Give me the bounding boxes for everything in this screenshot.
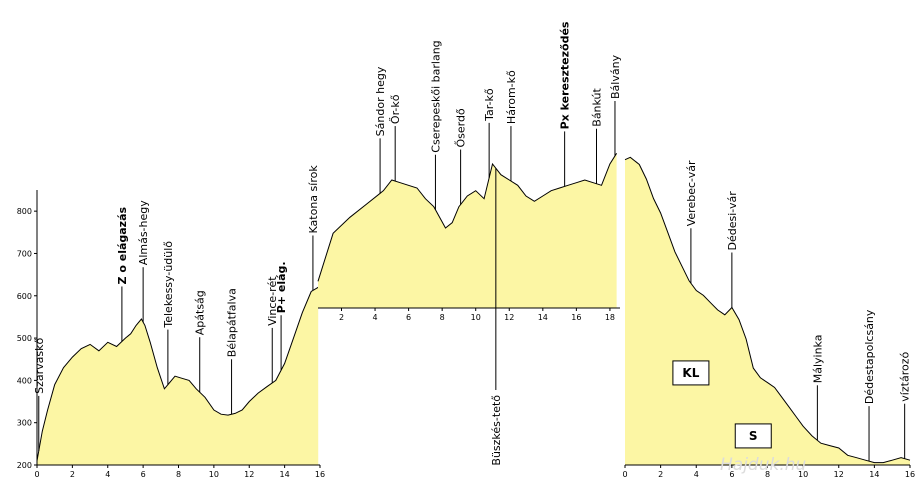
place-label: Vince-rét [266, 276, 279, 326]
x-tick-label: 6 [729, 470, 734, 479]
x-tick-label: 14 [869, 470, 879, 479]
x-tick-label: 14 [280, 470, 290, 479]
x-tick-label: 6 [141, 470, 146, 479]
place-label: Mályinka [811, 335, 824, 384]
x-tick-label: 2 [658, 470, 663, 479]
place-label: Verebec-vár [685, 160, 698, 226]
x-tick-label: 4 [372, 313, 377, 322]
x-tick-label: 10 [798, 470, 808, 479]
watermark: Hajduk.hu [720, 455, 807, 475]
y-tick-label: 300 [17, 419, 32, 428]
x-tick-label: 6 [406, 313, 411, 322]
place-label: Szarvaskő [33, 338, 46, 394]
marker-label: KL [682, 366, 699, 380]
profile-area [37, 287, 319, 465]
place-label: Bélapátfalva [226, 288, 239, 357]
marker-label: S [749, 429, 758, 443]
x-tick-label: 12 [244, 470, 254, 479]
place-label: P+ elág. [275, 261, 288, 313]
profile-segment-3: 0 2 4 6 8 10 12 14 16 Verebec-vár Dédesi-vár Mályin… [622, 156, 915, 479]
x-tick-label: 16 [571, 313, 581, 322]
place-label: Őr-kő [388, 94, 402, 124]
x-tick-label: 2 [70, 470, 75, 479]
x-tick-label: 0 [622, 470, 627, 479]
x-tick-label: 4 [694, 470, 699, 479]
place-label: Z o elágazás [116, 206, 129, 284]
place-label: Telekessy-üdülő [162, 241, 175, 329]
x-tick-label: 8 [765, 470, 770, 479]
profile-line [317, 153, 618, 282]
x-tick-label: 16 [315, 470, 325, 479]
y-tick-label: 400 [17, 376, 32, 385]
x-tick-label: 2 [339, 313, 344, 322]
x-tick-label: 0 [34, 470, 39, 479]
profile-segment-2: 2 4 6 8 10 12 14 16 18 Sándor hegy Őr-kő Cserepeskő… [317, 21, 622, 466]
y-tick-label: 700 [17, 249, 32, 258]
place-label: Büszkés-tető [490, 395, 503, 466]
y-tick-label: 500 [17, 334, 32, 343]
x-tick-label: 18 [605, 313, 615, 322]
profile-line [36, 286, 319, 461]
place-label: Bánkút [591, 87, 604, 126]
x-tick-label: 14 [538, 313, 548, 322]
place-label: Dédestapolcsány [863, 309, 876, 404]
place-label: Apátság [194, 290, 207, 335]
x-tick-label: 8 [440, 313, 445, 322]
place-label: víztározó [899, 352, 912, 402]
y-tick-label: 600 [17, 292, 32, 301]
marker-box [672, 360, 710, 386]
place-label: Cserepeskői barlang [429, 40, 442, 152]
x-tick-label: 8 [176, 470, 181, 479]
place-label: Őserdő [454, 108, 468, 147]
profile-segment-1: 0 2 4 6 8 10 12 14 16 200 300 400 500 600 700 800 Szarva… [17, 165, 325, 479]
place-label: Px kereszteződés [559, 21, 572, 129]
profile-area [318, 153, 617, 308]
place-label: Három-kő [505, 70, 518, 124]
place-label: Almás-hegy [137, 200, 150, 265]
place-label: Dédesi-vár [726, 191, 739, 251]
x-tick-label: 10 [209, 470, 219, 479]
place-label: Tar-kő [483, 88, 496, 122]
x-tick-label: 16 [905, 470, 915, 479]
place-label: Sándor hegy [374, 66, 387, 136]
y-tick-label: 800 [17, 207, 32, 216]
profile-area [625, 157, 910, 466]
x-tick-label: 10 [471, 313, 481, 322]
y-tick-label: 200 [17, 461, 32, 470]
x-tick-label: 12 [834, 470, 844, 479]
marker-box [734, 423, 772, 449]
place-label: Bálvány [609, 54, 622, 99]
x-tick-label: 4 [105, 470, 110, 479]
profile-line [624, 156, 911, 464]
place-label: Katona sírok [307, 165, 320, 234]
x-tick-label: 12 [504, 313, 514, 322]
